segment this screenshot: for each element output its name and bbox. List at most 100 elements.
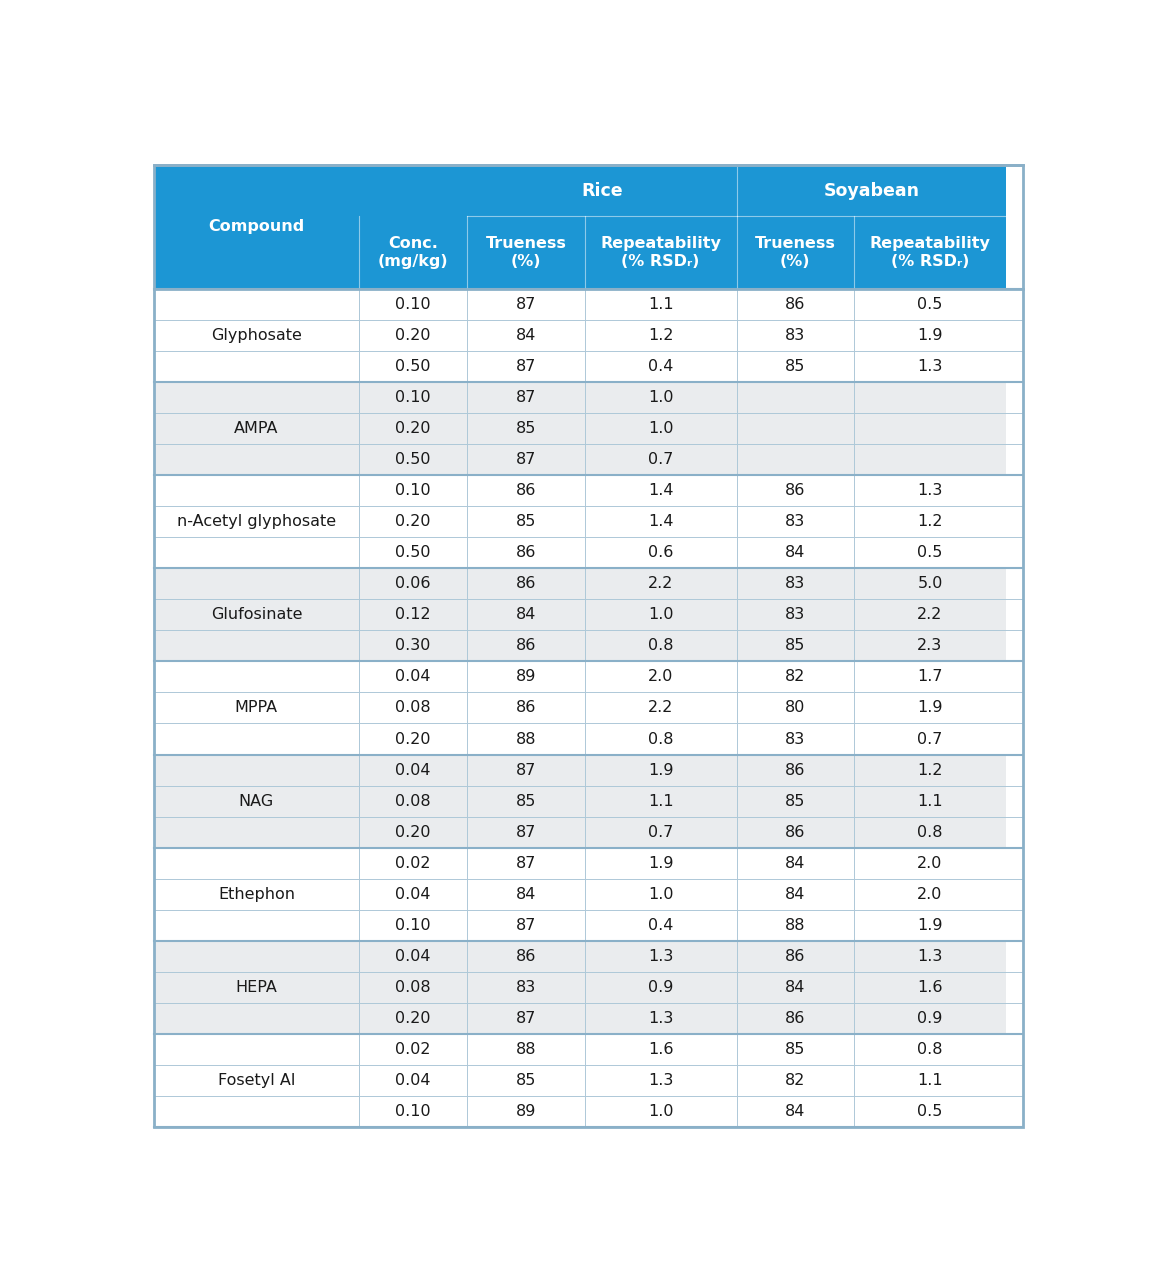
Text: 85: 85 <box>785 639 805 653</box>
Bar <box>154 972 358 1004</box>
Text: Compound: Compound <box>208 219 304 234</box>
Text: 0.6: 0.6 <box>648 545 673 561</box>
Text: 83: 83 <box>785 328 805 343</box>
Text: Conc.
(mg/kg): Conc. (mg/kg) <box>378 236 448 269</box>
Bar <box>358 506 468 538</box>
Text: 0.20: 0.20 <box>395 1011 431 1027</box>
Bar <box>468 1065 585 1096</box>
Text: 82: 82 <box>785 1073 805 1088</box>
Bar <box>468 723 585 755</box>
Bar <box>854 351 1007 381</box>
Text: 87: 87 <box>516 1011 537 1027</box>
Bar <box>737 568 854 599</box>
Text: 1.0: 1.0 <box>648 421 673 436</box>
Text: 0.04: 0.04 <box>395 669 431 685</box>
Bar <box>154 847 358 879</box>
Text: 0.7: 0.7 <box>648 824 673 840</box>
Bar <box>737 630 854 662</box>
Text: 0.5: 0.5 <box>917 297 942 311</box>
Bar <box>468 1004 585 1034</box>
Bar <box>585 1065 737 1096</box>
Bar <box>468 662 585 692</box>
Bar <box>854 475 1007 506</box>
Bar <box>737 165 1007 216</box>
Bar <box>154 165 358 216</box>
Bar <box>154 444 358 475</box>
Text: 85: 85 <box>516 1073 537 1088</box>
Bar <box>358 692 468 723</box>
Text: 0.50: 0.50 <box>395 452 431 467</box>
Text: 1.3: 1.3 <box>917 483 942 498</box>
Text: 0.02: 0.02 <box>395 1042 431 1057</box>
Bar <box>585 475 737 506</box>
Bar <box>737 288 854 320</box>
Bar <box>737 1065 854 1096</box>
Text: 87: 87 <box>516 763 537 777</box>
Text: Ethephon: Ethephon <box>218 887 295 902</box>
Text: 86: 86 <box>785 824 805 840</box>
Bar <box>468 381 585 413</box>
Bar <box>585 413 737 444</box>
Bar <box>358 847 468 879</box>
Bar <box>737 216 854 288</box>
Text: 87: 87 <box>516 824 537 840</box>
Text: 1.9: 1.9 <box>917 328 942 343</box>
Bar <box>358 538 468 568</box>
Bar <box>154 1004 358 1034</box>
Bar <box>585 568 737 599</box>
Bar <box>154 599 358 630</box>
Bar <box>585 786 737 817</box>
Bar <box>585 1034 737 1065</box>
Text: 88: 88 <box>785 918 805 933</box>
Bar <box>154 1034 358 1065</box>
Text: 1.1: 1.1 <box>648 297 673 311</box>
Bar <box>854 662 1007 692</box>
Text: 1.9: 1.9 <box>917 918 942 933</box>
Bar <box>854 320 1007 351</box>
Bar <box>737 723 854 755</box>
Bar <box>585 847 737 879</box>
Bar <box>154 662 358 692</box>
Bar <box>585 599 737 630</box>
Bar <box>737 599 854 630</box>
Bar <box>154 723 358 755</box>
Bar <box>585 972 737 1004</box>
Bar <box>468 320 585 351</box>
Bar <box>737 506 854 538</box>
Bar <box>585 444 737 475</box>
Text: 1.7: 1.7 <box>917 669 942 685</box>
Bar <box>737 879 854 910</box>
Bar <box>358 910 468 941</box>
Bar <box>585 817 737 847</box>
Bar <box>854 381 1007 413</box>
Bar <box>585 630 737 662</box>
Bar <box>154 475 358 506</box>
Bar <box>854 568 1007 599</box>
Bar <box>737 972 854 1004</box>
Text: 84: 84 <box>785 887 805 902</box>
Bar <box>358 568 468 599</box>
Bar <box>154 755 358 786</box>
Text: 2.3: 2.3 <box>917 639 942 653</box>
Bar <box>358 1096 468 1128</box>
Bar <box>468 475 585 506</box>
Bar <box>468 568 585 599</box>
Bar <box>854 847 1007 879</box>
Text: 1.2: 1.2 <box>917 515 942 529</box>
Bar <box>154 1096 358 1128</box>
Text: Fosetyl Al: Fosetyl Al <box>218 1073 295 1088</box>
Text: 87: 87 <box>516 918 537 933</box>
Text: 85: 85 <box>516 515 537 529</box>
Text: 86: 86 <box>516 483 537 498</box>
Bar <box>737 755 854 786</box>
Text: 86: 86 <box>785 483 805 498</box>
Bar <box>358 475 468 506</box>
Text: 0.06: 0.06 <box>395 576 431 591</box>
Text: 86: 86 <box>785 297 805 311</box>
Text: 83: 83 <box>785 515 805 529</box>
Bar <box>585 381 737 413</box>
Text: 0.10: 0.10 <box>395 483 431 498</box>
Text: 1.0: 1.0 <box>648 1105 673 1119</box>
Bar <box>154 1065 358 1096</box>
Bar <box>358 630 468 662</box>
